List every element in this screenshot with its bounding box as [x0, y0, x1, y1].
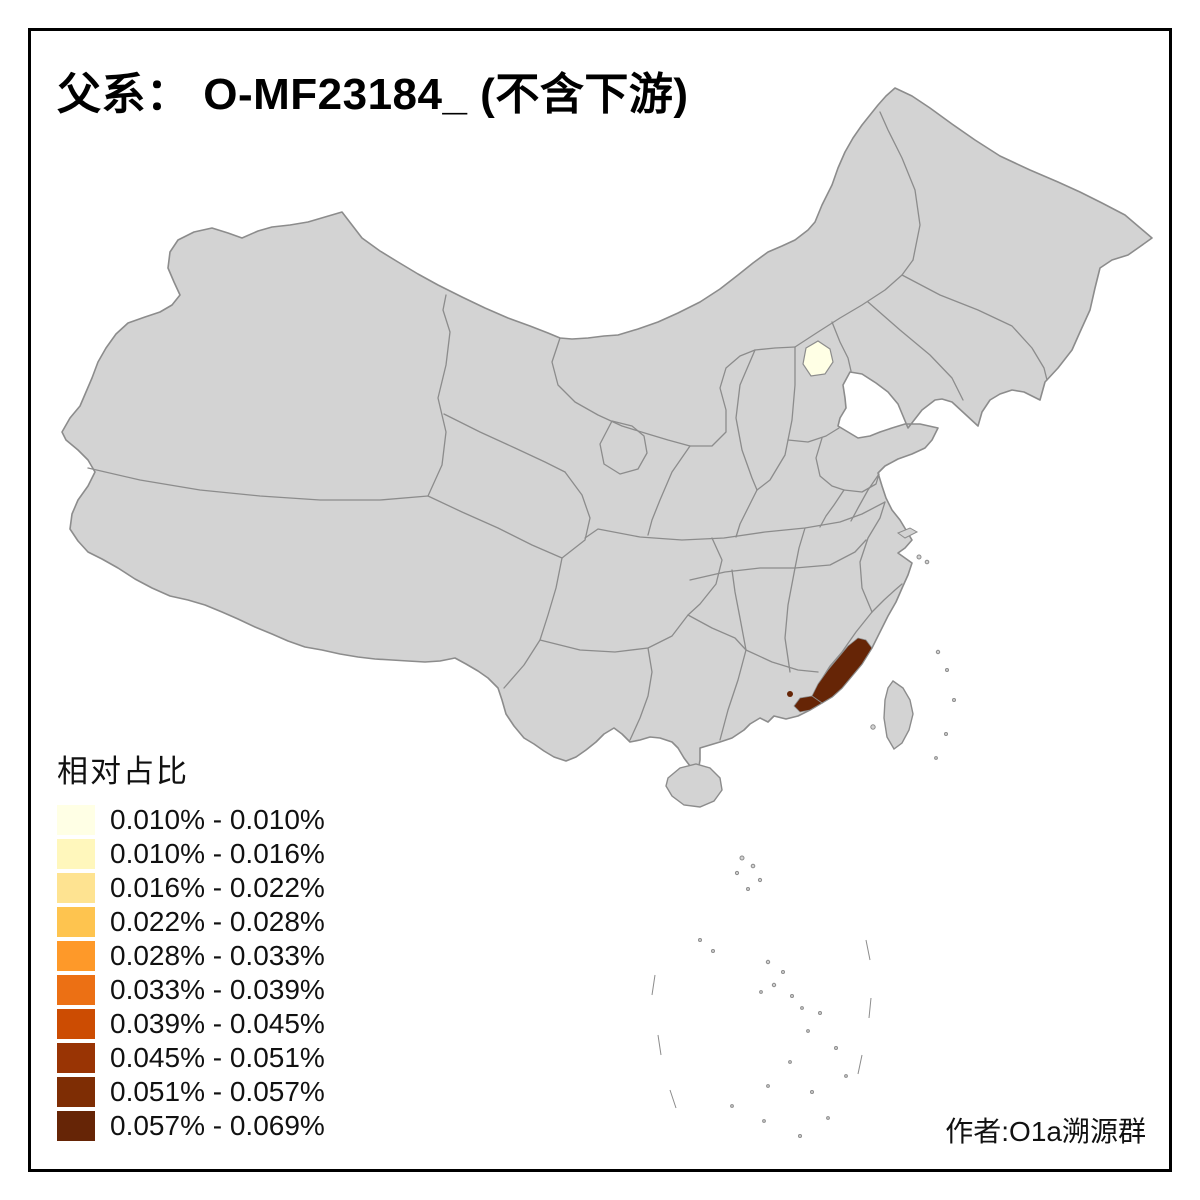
region-beijing [802, 340, 834, 377]
region-guangdong-east-islet [787, 691, 793, 697]
legend-item: 0.028% - 0.033% [57, 940, 325, 971]
legend-swatch [57, 839, 95, 869]
legend-item: 0.045% - 0.051% [57, 1042, 325, 1073]
legend-swatch [57, 941, 95, 971]
taiwan-island [883, 680, 914, 751]
legend-label: 0.033% - 0.039% [110, 974, 325, 1005]
plot-title: 父系： O-MF23184_ (不含下游) [57, 70, 689, 119]
legend-item: 0.057% - 0.069% [57, 1110, 325, 1141]
attribution: 作者:O1a溯源群 [945, 1116, 1146, 1147]
legend-label: 0.045% - 0.051% [110, 1042, 325, 1073]
legend-label: 0.022% - 0.028% [110, 906, 325, 937]
sea-islands [651, 527, 956, 1138]
legend-swatch [57, 1009, 95, 1039]
legend: 相对占比 0.010% - 0.010% 0.010% - 0.016% 0.0… [57, 746, 325, 1145]
legend-label: 0.016% - 0.022% [110, 872, 325, 903]
legend-label: 0.010% - 0.016% [110, 838, 325, 869]
legend-label: 0.057% - 0.069% [110, 1110, 325, 1141]
legend-swatch [57, 805, 95, 835]
legend-swatch [57, 975, 95, 1005]
region-fujian-coastal [811, 637, 873, 704]
legend-swatch [57, 907, 95, 937]
region-guangdong-east [793, 695, 823, 713]
yangtze-mouth-island [896, 527, 919, 539]
legend-label: 0.028% - 0.033% [110, 940, 325, 971]
legend-swatch [57, 1111, 95, 1141]
legend-item: 0.039% - 0.045% [57, 1008, 325, 1039]
legend-item: 0.051% - 0.057% [57, 1076, 325, 1107]
legend-item: 0.033% - 0.039% [57, 974, 325, 1005]
legend-label: 0.039% - 0.045% [110, 1008, 325, 1039]
legend-swatch [57, 1077, 95, 1107]
legend-label: 0.010% - 0.010% [110, 804, 325, 835]
legend-item: 0.022% - 0.028% [57, 906, 325, 937]
hainan-island [665, 763, 723, 808]
legend-item: 0.010% - 0.016% [57, 838, 325, 869]
legend-label: 0.051% - 0.057% [110, 1076, 325, 1107]
legend-item: 0.010% - 0.010% [57, 804, 325, 835]
legend-item: 0.016% - 0.022% [57, 872, 325, 903]
legend-swatch [57, 873, 95, 903]
legend-swatch [57, 1043, 95, 1073]
legend-title: 相对占比 [57, 754, 189, 789]
